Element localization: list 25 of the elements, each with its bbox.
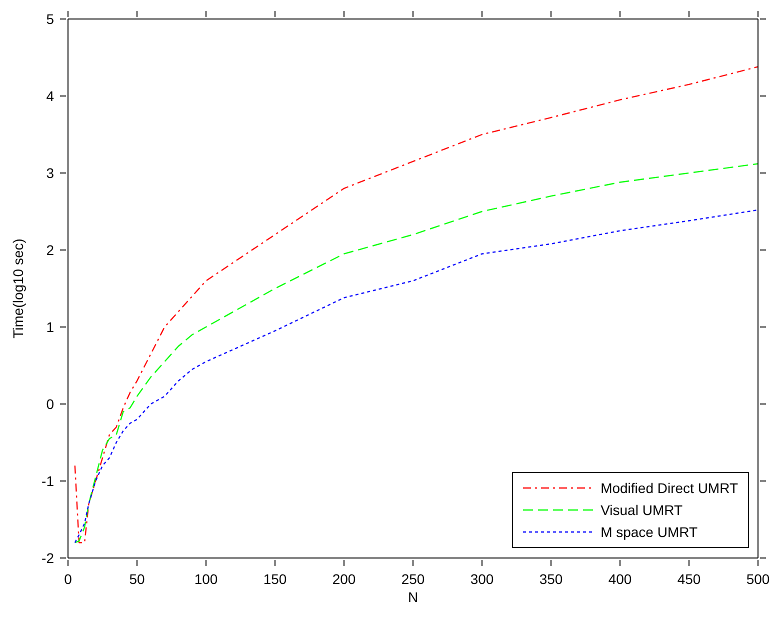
y-tick-label: 3 xyxy=(46,165,54,181)
y-tick-label: 1 xyxy=(46,319,54,335)
legend-label: Modified Direct UMRT xyxy=(600,480,738,496)
x-tick-label: 500 xyxy=(746,571,770,587)
y-axis-title: Time(log10 sec) xyxy=(10,238,26,338)
x-tick-label: 150 xyxy=(263,571,287,587)
x-axis-title: N xyxy=(408,589,418,605)
y-tick-label: 4 xyxy=(46,88,54,104)
x-tick-label: 200 xyxy=(332,571,356,587)
x-tick-label: 50 xyxy=(129,571,145,587)
x-tick-label: 0 xyxy=(64,571,72,587)
legend-label: M space UMRT xyxy=(600,524,698,540)
x-tick-label: 300 xyxy=(470,571,494,587)
x-tick-label: 400 xyxy=(608,571,632,587)
line-series xyxy=(74,66,758,544)
y-tick-label: -2 xyxy=(42,550,54,566)
x-tick-label: 250 xyxy=(401,571,425,587)
y-tick-label: 0 xyxy=(46,396,54,412)
legend-label: Visual UMRT xyxy=(600,502,683,518)
y-tick-label: -1 xyxy=(42,473,54,489)
x-tick-label: 100 xyxy=(194,571,218,587)
y-tick-label: 2 xyxy=(46,242,54,258)
x-tick-label: 350 xyxy=(539,571,563,587)
y-tick-label: 5 xyxy=(46,11,54,27)
x-tick-label: 450 xyxy=(677,571,701,587)
